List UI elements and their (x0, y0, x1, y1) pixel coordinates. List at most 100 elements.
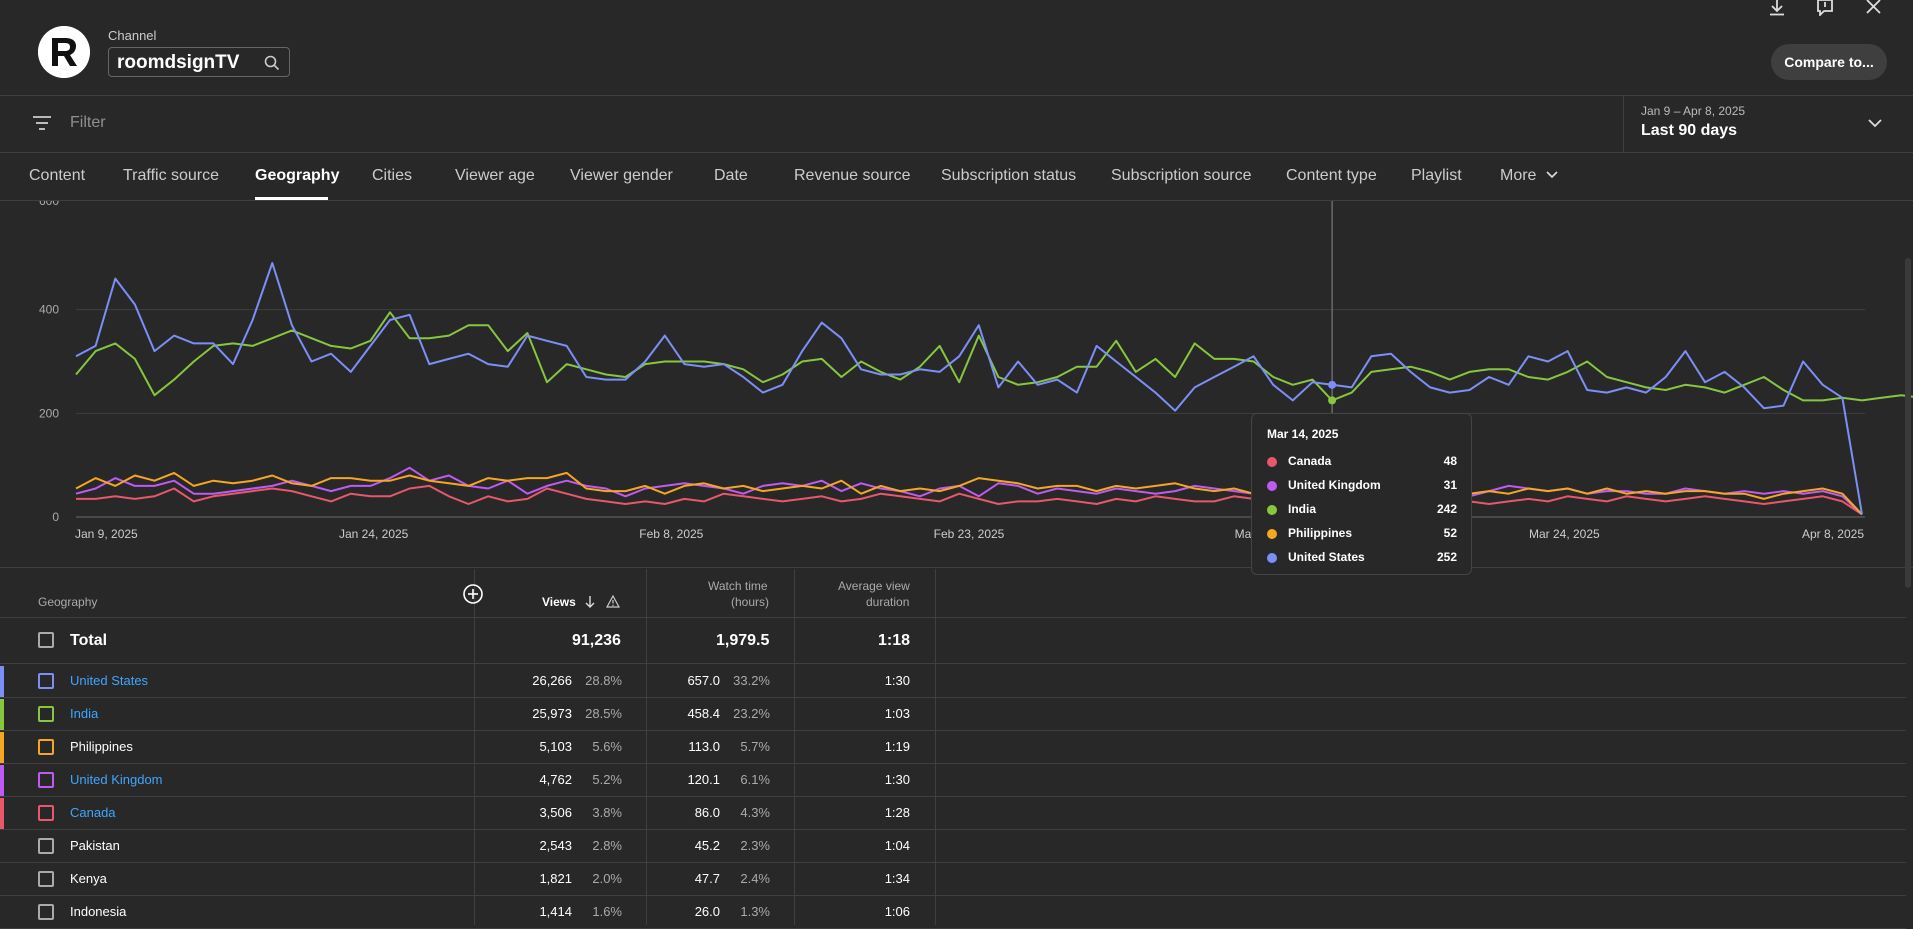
compare-button[interactable]: Compare to... (1771, 44, 1887, 80)
table-row[interactable]: Kenya 1,821 2.0% 47.7 2.4% 1:34 (0, 863, 1906, 896)
row-checkbox[interactable] (38, 805, 54, 821)
tab-subscription-source[interactable]: Subscription source (1111, 167, 1252, 184)
feedback-icon[interactable] (1815, 0, 1835, 16)
row-checkbox[interactable] (38, 706, 54, 722)
tooltip-row: United Kingdom 31 (1267, 478, 1457, 494)
row-checkbox[interactable] (38, 673, 54, 689)
legend-dot (1267, 529, 1277, 539)
chart-tooltip: Mar 14, 2025 Canada 48 United Kingdom 31… (1251, 413, 1472, 575)
column-header-geography[interactable]: Geography (38, 595, 98, 609)
row-avg-view-duration: 1:06 (884, 904, 910, 919)
total-checkbox[interactable] (38, 632, 54, 648)
row-checkbox[interactable] (38, 739, 54, 755)
legend-dot (1267, 553, 1277, 563)
tab-more[interactable]: More (1500, 167, 1559, 185)
table-row[interactable]: Pakistan 2,543 2.8% 45.2 2.3% 1:04 (0, 830, 1906, 863)
row-country-name[interactable]: India (70, 706, 99, 721)
tab-revenue-source[interactable]: Revenue source (794, 167, 911, 184)
y-tick-label: 400 (39, 303, 59, 317)
tab-geography[interactable]: Geography (255, 167, 340, 184)
column-header-avg-view-duration[interactable]: Average view (838, 579, 910, 593)
row-watch-time: 26.0 (694, 904, 720, 919)
close-icon[interactable] (1864, 0, 1884, 16)
row-watch-time-pct: 2.4% (740, 871, 770, 886)
table-row[interactable]: United Kingdom 4,762 5.2% 120.1 6.1% 1:30 (0, 764, 1906, 797)
tab-playlist[interactable]: Playlist (1411, 167, 1462, 184)
download-icon[interactable] (1767, 0, 1787, 16)
row-checkbox[interactable] (38, 871, 54, 887)
column-header-avg-view-duration-cont: duration (866, 595, 910, 609)
tooltip-row: United States 252 (1267, 550, 1457, 566)
row-country-name[interactable]: Canada (70, 805, 116, 820)
filter-input[interactable]: Filter (70, 114, 106, 131)
series-line-united-states[interactable] (75, 262, 1863, 515)
row-watch-time-pct: 1.3% (740, 904, 770, 919)
tooltip-series-name: United States (1288, 550, 1365, 564)
date-range-selector[interactable]: Jan 9 – Apr 8, 2025 Last 90 days (1623, 96, 1913, 153)
sort-descending-icon[interactable] (584, 595, 596, 609)
add-column-icon[interactable] (462, 583, 484, 605)
tab-date[interactable]: Date (714, 167, 748, 184)
tooltip-series-name: Philippines (1288, 526, 1353, 540)
table-row[interactable]: Canada 3,506 3.8% 86.0 4.3% 1:28 (0, 797, 1906, 830)
row-watch-time: 47.7 (694, 871, 720, 886)
series-color-bar (0, 798, 4, 829)
row-views: 4,762 (539, 772, 572, 787)
row-country-name: Indonesia (70, 904, 127, 919)
series-line-philippines[interactable] (75, 471, 1863, 516)
row-views-pct: 5.2% (592, 772, 622, 787)
row-views: 1,821 (539, 871, 572, 886)
column-header-watch-time[interactable]: Watch time (708, 579, 768, 593)
table-row[interactable]: Philippines 5,103 5.6% 113.0 5.7% 1:19 (0, 731, 1906, 764)
channel-name: roomdsignTV (117, 52, 240, 73)
tooltip-date: Mar 14, 2025 (1267, 427, 1339, 441)
row-watch-time-pct: 33.2% (733, 673, 770, 688)
table-row[interactable]: Indonesia 1,414 1.6% 26.0 1.3% 1:06 (0, 896, 1906, 929)
tab-subscription-status[interactable]: Subscription status (941, 167, 1077, 184)
table-row[interactable]: India 25,973 28.5% 458.4 23.2% 1:03 (0, 698, 1906, 731)
row-checkbox[interactable] (38, 904, 54, 920)
tab-content-type[interactable]: Content type (1286, 167, 1377, 184)
row-checkbox[interactable] (38, 772, 54, 788)
row-avg-view-duration: 1:34 (884, 871, 910, 886)
column-divider (935, 569, 936, 925)
tab-traffic-source[interactable]: Traffic source (123, 167, 220, 184)
filter-icon[interactable] (32, 113, 52, 133)
search-icon[interactable] (264, 55, 280, 71)
row-watch-time-pct: 2.3% (740, 838, 770, 853)
tooltip-series-value: 31 (1443, 478, 1457, 492)
header: Channel roomdsignTV Compare to... (0, 0, 1913, 96)
row-country-name: Philippines (70, 739, 133, 754)
column-header-views[interactable]: Views (542, 595, 576, 609)
page-scrollbar[interactable] (1905, 258, 1911, 588)
channel-selector[interactable]: roomdsignTV (108, 47, 290, 77)
line-chart[interactable]: 0 200 400 600 Jan 9, 2025 Jan 24, 2025 Feb 8, … (0, 201, 1913, 575)
x-tick-label: Jan 24, 2025 (339, 527, 409, 541)
tab-cities[interactable]: Cities (372, 167, 413, 184)
row-watch-time-pct: 5.7% (740, 739, 770, 754)
row-avg-view-duration: 1:19 (884, 739, 910, 754)
series-line-canada[interactable] (76, 484, 1863, 516)
channel-logo[interactable] (38, 26, 90, 78)
row-watch-time: 120.1 (687, 772, 720, 787)
chevron-down-icon (1546, 171, 1558, 179)
warning-icon[interactable] (606, 595, 620, 608)
row-avg-view-duration: 1:30 (884, 772, 910, 787)
row-checkbox[interactable] (38, 838, 54, 854)
tooltip-series-value: 52 (1443, 526, 1457, 540)
total-avg-view-duration: 1:18 (878, 632, 911, 649)
table-row[interactable]: United States 26,266 28.8% 657.0 33.2% 1:30 (0, 665, 1906, 698)
row-watch-time-pct: 23.2% (733, 706, 770, 721)
tab-content[interactable]: Content (29, 167, 86, 184)
tab-viewer-age[interactable]: Viewer age (455, 167, 535, 184)
row-avg-view-duration: 1:04 (884, 838, 910, 853)
row-views: 3,506 (539, 805, 572, 820)
tab-viewer-gender[interactable]: Viewer gender (570, 167, 673, 184)
row-avg-view-duration: 1:03 (884, 706, 910, 721)
row-country-name[interactable]: United Kingdom (70, 772, 163, 787)
channel-label: Channel (108, 28, 157, 43)
row-country-name[interactable]: United States (70, 673, 149, 688)
row-views-pct: 2.8% (592, 838, 622, 853)
series-line-india[interactable] (75, 311, 1913, 514)
row-watch-time-pct: 6.1% (740, 772, 770, 787)
